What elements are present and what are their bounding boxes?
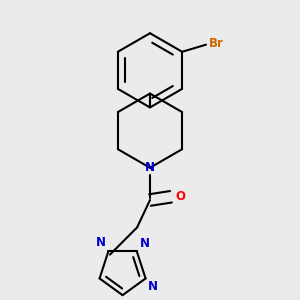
Text: N: N — [96, 236, 106, 249]
Text: O: O — [176, 190, 186, 203]
Text: N: N — [145, 161, 155, 174]
Text: Br: Br — [208, 37, 224, 50]
Text: N: N — [148, 280, 158, 293]
Text: N: N — [140, 237, 149, 250]
